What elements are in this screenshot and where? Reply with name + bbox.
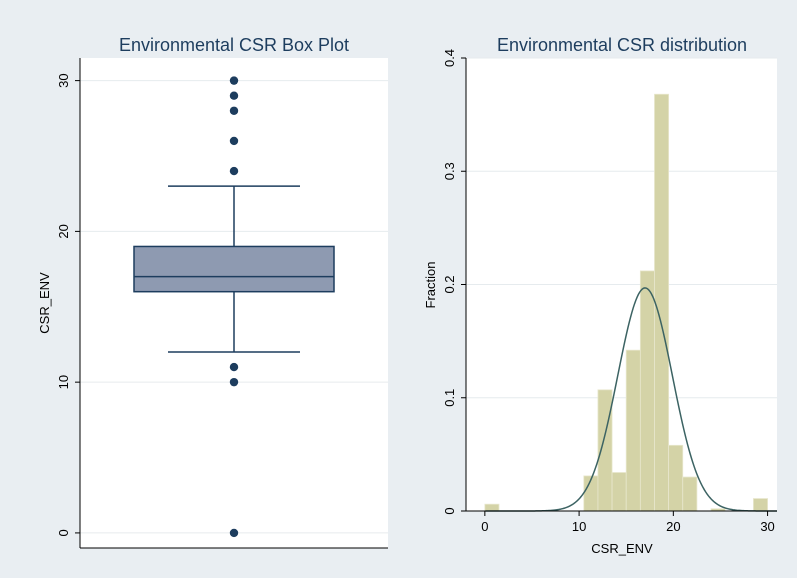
outlier-point bbox=[229, 377, 239, 387]
histogram-bar bbox=[625, 349, 641, 512]
histogram-x-tick-label: 30 bbox=[760, 519, 774, 534]
outlier-point bbox=[229, 91, 239, 100]
histogram-y-tick-label: 0 bbox=[442, 507, 457, 514]
box-plot-y-tick-label: 0 bbox=[56, 529, 71, 536]
histogram-bar bbox=[484, 503, 500, 512]
histogram-title: Environmental CSR distribution bbox=[497, 35, 747, 55]
histogram-bar bbox=[654, 93, 670, 512]
histogram-bar bbox=[682, 476, 698, 512]
histogram-panel: Environmental CSR distribution Fraction … bbox=[423, 35, 777, 556]
histogram-x-axis-label: CSR_ENV bbox=[591, 541, 653, 556]
outlier-point bbox=[229, 76, 239, 85]
box-plot-y-tick-label: 10 bbox=[56, 375, 71, 389]
histogram-bar bbox=[753, 498, 768, 512]
outlier-point bbox=[229, 136, 239, 146]
histogram-y-tick-label: 0.2 bbox=[442, 275, 457, 293]
histogram-y-tick-label: 0.3 bbox=[442, 162, 457, 180]
box-plot-panel: Environmental CSR Box Plot CSR_ENV 0 10 20… bbox=[37, 35, 388, 549]
outlier-point bbox=[229, 166, 239, 176]
outlier-point bbox=[229, 528, 239, 538]
histogram-bar bbox=[597, 389, 613, 512]
histogram-bar bbox=[639, 270, 655, 512]
histogram-x-tick-label: 10 bbox=[572, 519, 586, 534]
outlier-point bbox=[229, 362, 239, 372]
interquartile-box bbox=[133, 245, 335, 293]
outlier-point bbox=[229, 106, 239, 115]
histogram-bar bbox=[611, 472, 627, 512]
histogram-y-axis-label: Fraction bbox=[423, 262, 438, 309]
histogram-y-tick-label: 0.1 bbox=[442, 389, 457, 407]
histogram-x-tick-label: 0 bbox=[481, 519, 488, 534]
box-plot-y-tick-label: 30 bbox=[56, 73, 71, 87]
histogram-bar bbox=[668, 444, 684, 512]
box-plot-y-tick-label: 20 bbox=[56, 224, 71, 238]
box-plot-title: Environmental CSR Box Plot bbox=[119, 35, 349, 55]
box-plot-y-axis-label: CSR_ENV bbox=[37, 272, 52, 334]
histogram-x-tick-label: 20 bbox=[666, 519, 680, 534]
histogram-y-tick-label: 0.4 bbox=[442, 49, 457, 67]
